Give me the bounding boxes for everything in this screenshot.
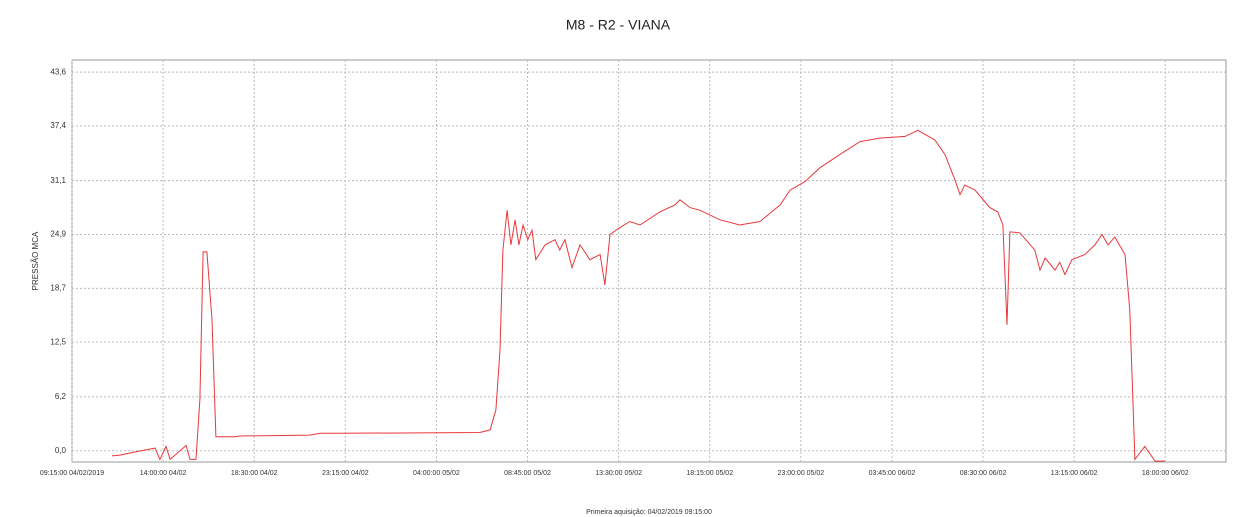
x-tick-label: 13:30:00 05/02 bbox=[595, 470, 642, 477]
y-tick-label: 6,2 bbox=[55, 392, 67, 401]
y-axis-label: PRESSÃO MCA bbox=[31, 231, 40, 290]
x-tick-label: 14:00:00 04/02 bbox=[140, 470, 187, 477]
y-tick-label: 12,5 bbox=[50, 337, 66, 346]
y-tick-label: 31,1 bbox=[50, 176, 66, 185]
x-tick-label: 13:15:00 06/02 bbox=[1051, 470, 1098, 477]
chart-title: M8 - R2 - VIANA bbox=[566, 17, 671, 33]
x-tick-label: 18:00:00 06/02 bbox=[1142, 470, 1189, 477]
y-tick-label: 37,4 bbox=[50, 121, 66, 130]
x-tick-label: 18:15:00 05/02 bbox=[686, 470, 733, 477]
x-tick-label: 18:30:00 04/02 bbox=[231, 470, 278, 477]
x-tick-label: 23:00:00 05/02 bbox=[777, 470, 824, 477]
y-tick-label: 24,9 bbox=[50, 230, 66, 239]
x-tick-label: 04:00:00 05/02 bbox=[413, 470, 460, 477]
x-tick-label: 23:15:00 04/02 bbox=[322, 470, 369, 477]
x-tick-label: 03:45:00 06/02 bbox=[869, 470, 916, 477]
plot-frame bbox=[71, 59, 1227, 463]
y-tick-label: 18,7 bbox=[50, 283, 66, 292]
data-line bbox=[111, 129, 1165, 462]
x-tick-label: 08:45:00 05/02 bbox=[504, 470, 551, 477]
x-tick-label: 08:30:00 06/02 bbox=[960, 470, 1007, 477]
footnote: Primeira aquisição: 04/02/2019 09:15:00 bbox=[586, 509, 712, 516]
y-tick-label: 0,0 bbox=[55, 446, 67, 455]
y-tick-label: 43,6 bbox=[50, 67, 66, 76]
x-tick-label: 09:15:00 04/02/2019 bbox=[40, 470, 104, 477]
